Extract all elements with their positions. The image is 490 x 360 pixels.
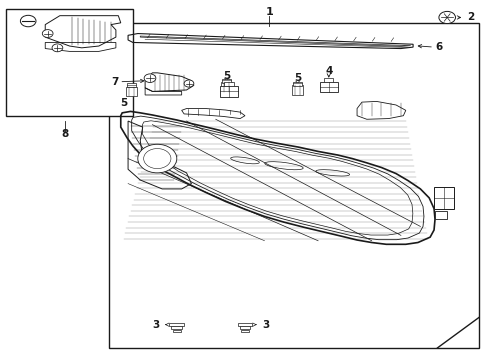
Circle shape — [439, 12, 456, 23]
Circle shape — [42, 30, 53, 37]
Bar — [6, 9, 133, 116]
Bar — [109, 23, 479, 348]
Bar — [324, 78, 333, 82]
Bar — [127, 83, 136, 87]
Bar — [292, 85, 303, 95]
Text: 5: 5 — [121, 98, 128, 108]
Bar — [220, 86, 238, 97]
Text: 3: 3 — [152, 320, 160, 330]
Bar — [222, 79, 231, 83]
Circle shape — [144, 74, 156, 82]
Bar — [170, 323, 184, 327]
Text: 3: 3 — [263, 320, 270, 330]
Text: 6: 6 — [435, 42, 442, 52]
Bar — [240, 327, 250, 329]
Text: 8: 8 — [61, 129, 68, 139]
Bar — [434, 187, 454, 209]
Bar — [224, 82, 234, 86]
Bar — [319, 82, 338, 93]
Text: 5: 5 — [223, 71, 230, 81]
Circle shape — [21, 15, 36, 27]
Text: 1: 1 — [266, 7, 273, 17]
Circle shape — [184, 80, 194, 87]
Bar — [241, 330, 249, 332]
Bar — [221, 82, 232, 92]
Circle shape — [144, 149, 171, 168]
Bar — [238, 323, 252, 327]
Circle shape — [138, 144, 177, 173]
Bar — [173, 330, 181, 332]
Bar — [435, 211, 447, 219]
Text: 7: 7 — [111, 77, 118, 87]
Bar — [126, 87, 137, 96]
Text: 5: 5 — [294, 73, 301, 83]
Bar — [172, 327, 182, 329]
Bar — [294, 82, 302, 86]
Circle shape — [52, 44, 63, 52]
Text: 4: 4 — [325, 66, 333, 76]
Text: 2: 2 — [466, 13, 474, 22]
